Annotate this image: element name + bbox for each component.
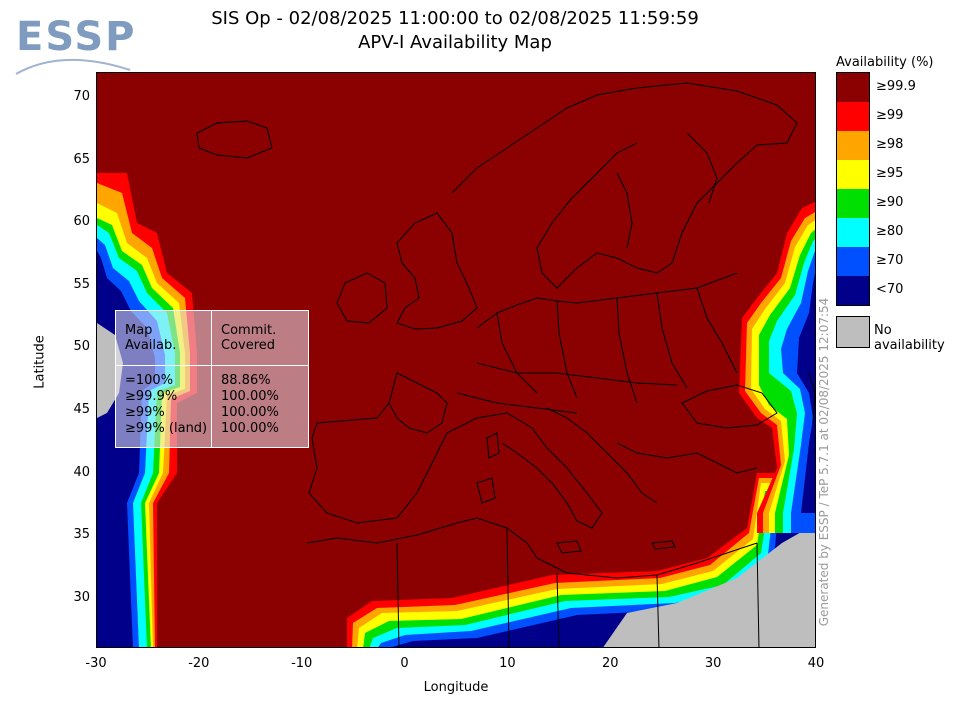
map-availability-header: Map Availab. <box>125 323 177 353</box>
no-availability-swatch <box>836 316 870 348</box>
east-bands <box>739 201 815 533</box>
logo-text: ESSP <box>16 14 137 60</box>
commit-covered-values: 88.86% 100.00% 100.00% 100.00% <box>221 373 279 437</box>
x-tick--30: -30 <box>85 656 107 671</box>
header-separator <box>212 365 308 366</box>
y-tick-65: 65 <box>73 151 90 167</box>
no-availability-label: No availability <box>874 323 945 353</box>
x-tick-30: 30 <box>704 656 722 671</box>
y-tick-50: 50 <box>73 339 90 355</box>
commit-covered-header: Commit. Covered <box>221 323 277 353</box>
x-tick-10: 10 <box>499 656 516 671</box>
y-axis-label: Latitude <box>32 335 48 389</box>
legend-swatch <box>837 160 869 189</box>
legend-swatch <box>837 189 869 218</box>
y-tick-40: 40 <box>73 464 90 480</box>
legend-label: ≥70 <box>876 253 904 268</box>
legend-swatch <box>837 276 869 305</box>
legend-swatch <box>837 131 869 160</box>
stats-commit-value: 100.00% <box>221 405 279 420</box>
map-title: SIS Op - 02/08/2025 11:00:00 to 02/08/20… <box>211 8 699 29</box>
stats-commit-value: 100.00% <box>221 421 279 436</box>
stats-map-value: ≥99% <box>125 405 165 420</box>
y-tick-35: 35 <box>73 527 90 543</box>
credit-text: Generated by ESSP / TeP 5.7.1 at 02/08/2… <box>817 297 831 627</box>
map-availability-values: =100% ≥99.9% ≥99% ≥99% (land) <box>125 373 207 437</box>
x-tick--10: -10 <box>291 656 313 671</box>
x-tick--20: -20 <box>188 656 210 671</box>
south-bands <box>347 473 815 647</box>
legend-swatch <box>837 247 869 276</box>
legend-swatch <box>837 73 869 102</box>
y-tick-70: 70 <box>73 89 90 105</box>
stats-commit-value: 88.86% <box>221 373 271 388</box>
legend-label: ≥95 <box>876 166 904 181</box>
legend-label: ≥98 <box>876 137 904 152</box>
legend-label: ≥80 <box>876 224 904 239</box>
commit-covered-column: Commit. Covered 88.86% 100.00% 100.00% 100.0… <box>212 311 308 447</box>
x-axis-label: Longitude <box>423 680 489 695</box>
x-tick-20: 20 <box>602 656 619 671</box>
legend-label: ≥90 <box>876 195 904 210</box>
x-tick-40: 40 <box>807 656 825 671</box>
stats-map-value: =100% <box>125 373 174 388</box>
y-tick-60: 60 <box>73 214 90 230</box>
stats-map-value: ≥99.9% <box>125 389 178 404</box>
legend-label: ≥99 <box>876 108 904 123</box>
stats-table: Map Availab. =100% ≥99.9% ≥99% ≥99% (land) C… <box>115 310 309 448</box>
x-tick-0: 0 <box>400 656 409 671</box>
essp-logo: ESSP <box>12 8 134 80</box>
header-separator <box>116 365 211 366</box>
stats-map-value: ≥99% (land) <box>125 421 208 436</box>
coastlines <box>196 82 815 647</box>
y-tick-45: 45 <box>73 402 90 418</box>
legend-title: Availability (%) <box>836 55 934 70</box>
logo-swoosh-icon <box>15 58 131 75</box>
map-subtitle: APV-I Availability Map <box>358 32 552 53</box>
legend-label: <70 <box>876 282 904 297</box>
y-tick-30: 30 <box>73 589 90 605</box>
legend-swatch <box>837 102 869 131</box>
legend-label: ≥99.9 <box>876 79 916 94</box>
stats-commit-value: 100.00% <box>221 389 279 404</box>
map-availability-column: Map Availab. =100% ≥99.9% ≥99% ≥99% (land) <box>116 311 212 447</box>
y-tick-55: 55 <box>73 276 90 292</box>
availability-legend <box>836 72 870 306</box>
legend-swatch <box>837 218 869 247</box>
